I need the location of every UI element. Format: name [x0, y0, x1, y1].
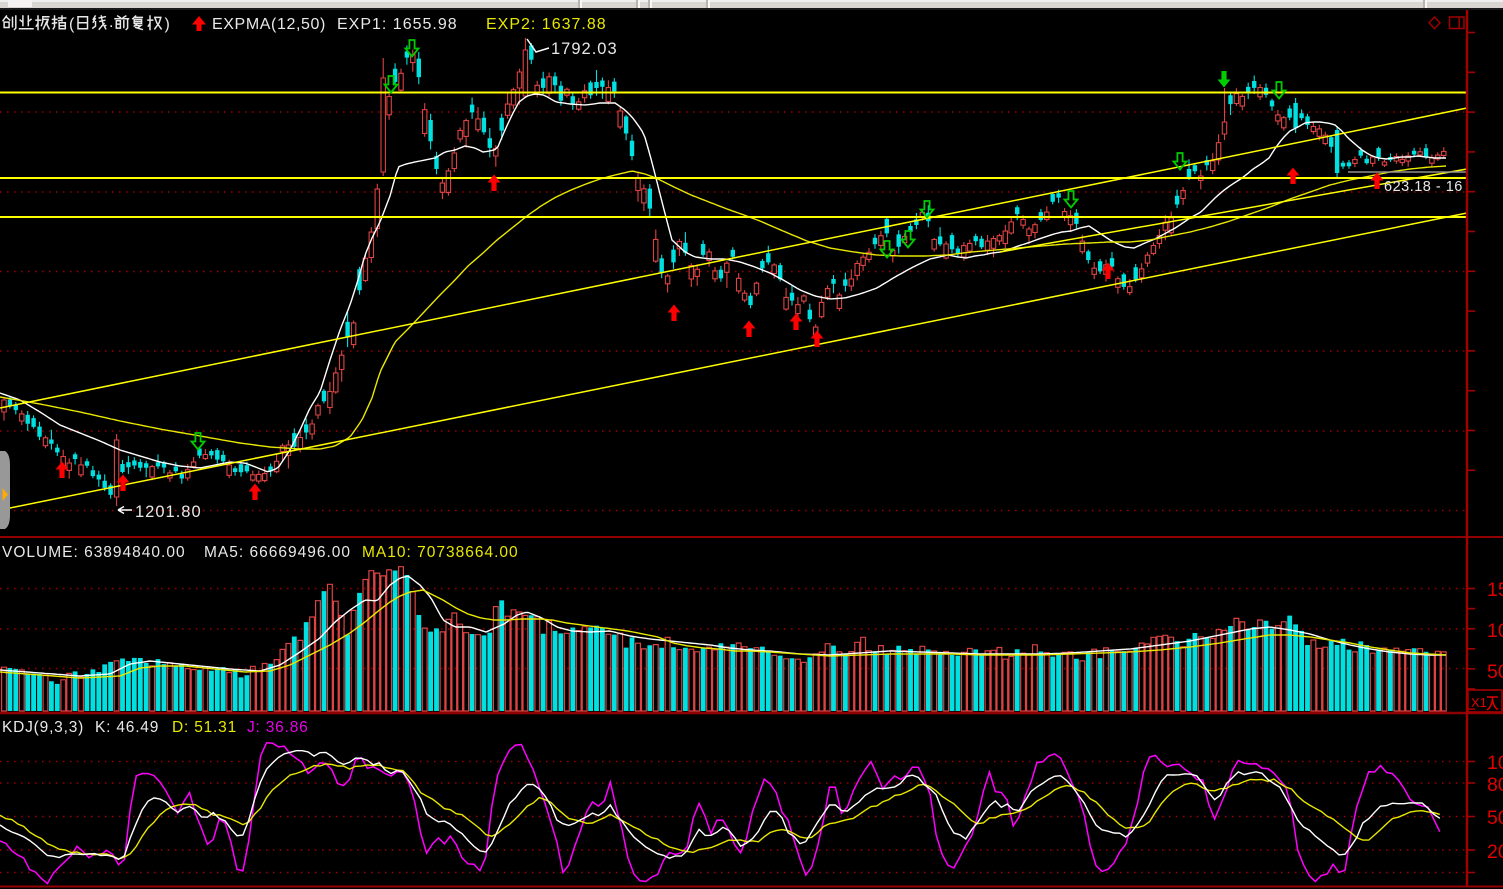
svg-text:EXP2: 1637.88: EXP2: 1637.88 [486, 16, 607, 33]
svg-text:X1: X1 [1471, 695, 1487, 710]
svg-text:D: 51.31: D: 51.31 [172, 719, 237, 736]
svg-text:1201.80: 1201.80 [135, 503, 202, 521]
svg-text:100: 100 [1487, 752, 1503, 774]
svg-text:100000: 100000 [1487, 620, 1503, 642]
svg-text:80: 80 [1487, 774, 1503, 796]
svg-text:(: ( [69, 16, 75, 33]
svg-text:MA10: 70738664.00: MA10: 70738664.00 [362, 544, 519, 561]
svg-text:K: 46.49: K: 46.49 [95, 719, 159, 736]
svg-text:VOLUME: 63894840.00: VOLUME: 63894840.00 [2, 544, 186, 561]
svg-text:623.18 - 16: 623.18 - 16 [1384, 179, 1463, 195]
svg-text:J: 36.86: J: 36.86 [247, 719, 309, 736]
svg-text:EXP1: 1655.98: EXP1: 1655.98 [337, 16, 458, 33]
svg-text:EXPMA(12,50): EXPMA(12,50) [212, 16, 326, 33]
svg-text:.: . [109, 14, 113, 31]
svg-text:KDJ(9,3,3): KDJ(9,3,3) [2, 719, 84, 736]
svg-text:MA5: 66669496.00: MA5: 66669496.00 [204, 544, 351, 561]
svg-text:50000: 50000 [1487, 661, 1503, 683]
svg-text:150000: 150000 [1487, 579, 1503, 601]
svg-text:1792.03: 1792.03 [551, 40, 618, 58]
svg-text:): ) [165, 16, 170, 33]
svg-text:50: 50 [1487, 807, 1503, 829]
svg-text:20: 20 [1487, 841, 1503, 863]
